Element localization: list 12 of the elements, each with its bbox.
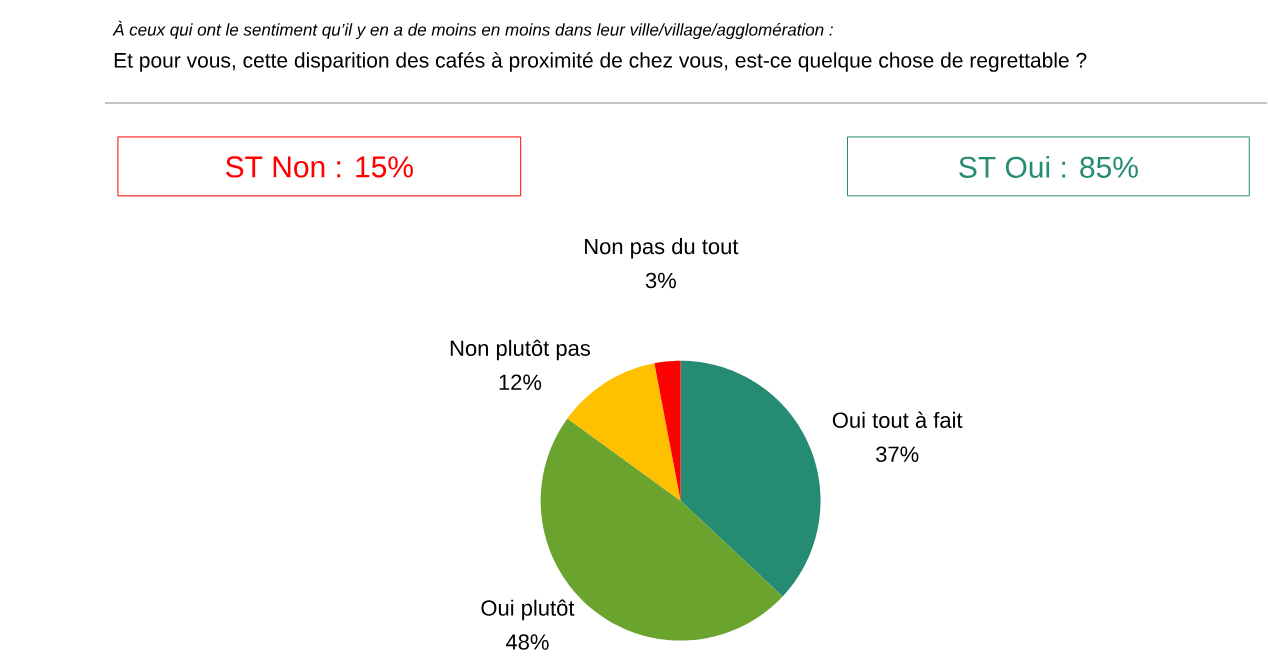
slice-label: Non pas du tout (585, 238, 739, 259)
data-label: 48% (505, 634, 549, 650)
data-label: 3% (645, 272, 676, 289)
slice-label: Oui plutôt (481, 599, 575, 621)
data-label: 12% (499, 374, 542, 391)
chart-title: Et pour vous, cette disparition des cafés à proximité de chez vous, est-ce quelque chose de regrettable ? (114, 52, 1087, 73)
text: ST Oui : 85% (959, 156, 1138, 179)
chart-subtitle: À ceux qui ont le sentiment qu’il y en a de moins en moins dans leur ville/village/agglomération : (112, 21, 833, 40)
data-label: 37% (876, 446, 919, 463)
slice-label: Oui tout à fait (832, 411, 963, 429)
text: ST Non : 15% (225, 156, 413, 178)
slice-label: Non plutôt pas (450, 339, 591, 361)
